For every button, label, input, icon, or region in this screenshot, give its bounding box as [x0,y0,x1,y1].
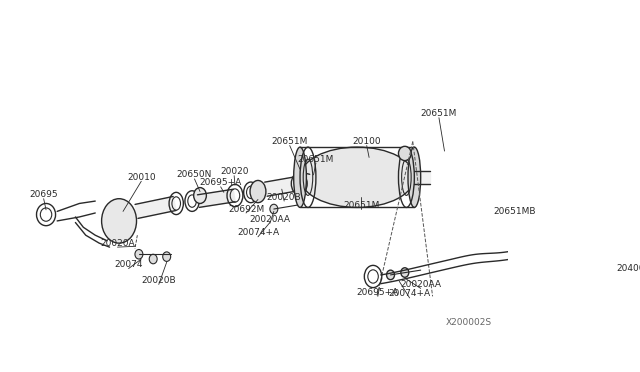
Text: 20651M: 20651M [298,154,334,164]
Text: 20020: 20020 [220,167,248,176]
Ellipse shape [294,147,307,208]
Text: 20020B: 20020B [141,276,176,285]
Polygon shape [135,196,176,218]
Text: 20695+A: 20695+A [200,178,242,187]
Text: 20020B: 20020B [267,193,301,202]
Text: 20651MB: 20651MB [493,207,536,216]
Text: 20010: 20010 [127,173,156,182]
Ellipse shape [149,254,157,264]
Ellipse shape [194,187,206,203]
Polygon shape [571,238,584,253]
Text: 20651M: 20651M [271,137,308,146]
Polygon shape [198,189,235,207]
Ellipse shape [578,215,589,266]
Text: 20695+A: 20695+A [356,288,399,297]
Ellipse shape [387,270,394,280]
Text: 20020AA: 20020AA [250,215,291,224]
Polygon shape [300,173,310,188]
Text: 20400: 20400 [617,264,640,273]
Ellipse shape [408,147,420,208]
Ellipse shape [102,199,136,243]
Text: 20100: 20100 [353,137,381,146]
Text: 20020AA: 20020AA [400,280,441,289]
Text: 20074: 20074 [115,260,143,269]
Polygon shape [265,177,299,196]
Text: 20692M: 20692M [228,205,264,214]
Ellipse shape [584,215,640,266]
Ellipse shape [270,204,278,214]
Text: 20695: 20695 [29,190,58,199]
Ellipse shape [401,268,409,277]
Ellipse shape [300,147,414,208]
Text: 20074+A: 20074+A [388,289,431,298]
Text: 20651M: 20651M [420,109,457,118]
Ellipse shape [135,250,143,259]
Ellipse shape [399,146,411,161]
Text: 20650N: 20650N [177,170,212,179]
Ellipse shape [250,180,266,203]
Text: 20020A: 20020A [100,239,135,248]
Ellipse shape [163,252,171,262]
Polygon shape [414,171,430,184]
Text: 20651M: 20651M [343,201,380,209]
Text: 20074+A: 20074+A [237,228,279,237]
Text: X200002S: X200002S [446,318,492,327]
